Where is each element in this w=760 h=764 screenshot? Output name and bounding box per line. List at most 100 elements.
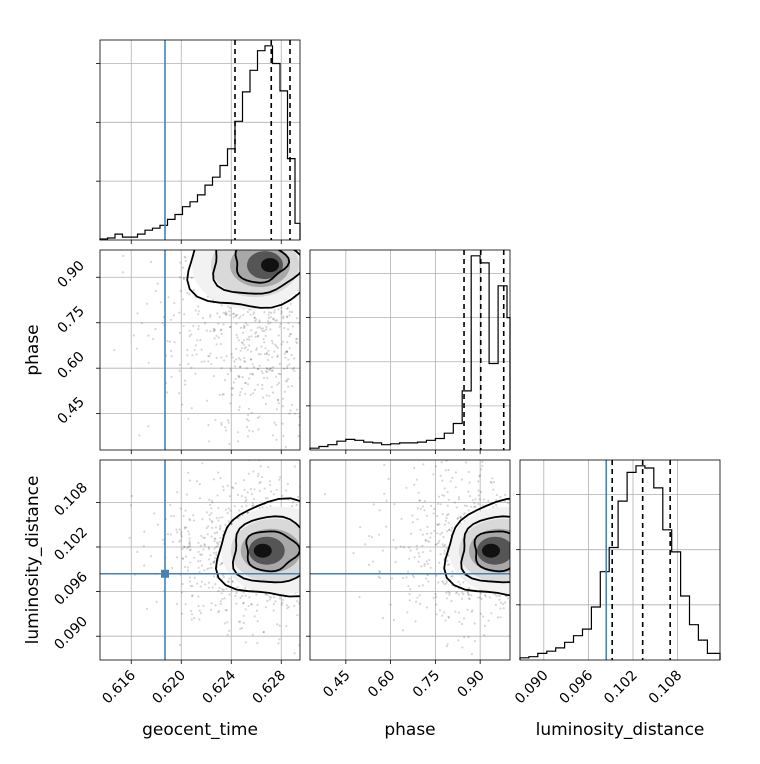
sample-point xyxy=(351,530,353,532)
y-tick-label: 0.090 xyxy=(51,614,91,654)
sample-point xyxy=(532,500,534,502)
sample-point xyxy=(455,506,458,509)
sample-point xyxy=(368,534,371,538)
sample-point xyxy=(426,562,429,565)
sample-point xyxy=(576,580,578,582)
sample-point xyxy=(520,566,522,568)
sample-point xyxy=(201,518,204,521)
sample-point xyxy=(317,498,319,500)
sample-point xyxy=(240,341,243,344)
contour-level xyxy=(443,497,510,597)
sample-point xyxy=(231,393,234,396)
sample-point xyxy=(592,529,594,531)
sample-point xyxy=(319,381,321,383)
sample-point xyxy=(451,476,454,479)
sample-point xyxy=(557,575,559,577)
sample-point xyxy=(253,615,256,618)
sample-point xyxy=(302,252,304,254)
sample-point xyxy=(454,471,457,474)
sample-point xyxy=(284,243,286,245)
sample-point xyxy=(277,308,280,311)
sample-point xyxy=(360,301,362,303)
sample-point xyxy=(340,542,342,544)
sample-point xyxy=(532,479,534,481)
sample-point xyxy=(408,599,411,602)
sample-point xyxy=(479,596,482,599)
sample-point xyxy=(197,604,200,608)
sample-point xyxy=(197,313,200,316)
sample-point xyxy=(313,303,315,305)
sample-point xyxy=(582,563,584,565)
sample-point xyxy=(285,604,288,607)
sample-point xyxy=(320,378,322,380)
sample-point xyxy=(515,608,517,610)
sample-point xyxy=(299,685,301,687)
sample-point xyxy=(523,543,525,545)
sample-point xyxy=(354,567,356,569)
sample-point xyxy=(291,368,294,371)
sample-point xyxy=(304,304,306,306)
y-tick-label: 0.60 xyxy=(54,349,87,382)
sample-point xyxy=(461,451,463,453)
sample-point xyxy=(467,470,470,474)
sample-point xyxy=(573,495,575,497)
sample-point xyxy=(410,532,413,535)
sample-point xyxy=(269,505,272,508)
sample-point xyxy=(360,513,362,515)
sample-point xyxy=(477,502,480,506)
sample-point xyxy=(525,539,527,541)
sample-point xyxy=(591,528,593,530)
sample-point xyxy=(130,494,133,498)
sample-point xyxy=(562,546,564,548)
sample-point xyxy=(316,523,318,525)
sample-point xyxy=(222,235,224,237)
sample-point xyxy=(463,636,466,639)
sample-point xyxy=(199,553,202,556)
sample-point xyxy=(514,533,516,535)
sample-point xyxy=(286,483,289,486)
sample-point xyxy=(522,571,524,573)
sample-point xyxy=(251,430,254,433)
sample-point xyxy=(441,580,444,583)
sample-point xyxy=(342,447,344,449)
sample-point xyxy=(236,493,239,496)
sample-point xyxy=(149,260,153,263)
sample-point xyxy=(213,540,216,543)
sample-point xyxy=(302,284,304,286)
sample-point xyxy=(231,486,234,489)
sample-point xyxy=(413,576,416,579)
sample-point xyxy=(256,620,259,623)
sample-point xyxy=(201,462,204,465)
sample-point xyxy=(171,540,175,543)
sample-point xyxy=(178,363,181,366)
sample-point xyxy=(217,519,220,522)
sample-point xyxy=(433,507,436,511)
sample-point xyxy=(256,383,259,386)
sample-point xyxy=(249,234,251,236)
sample-point xyxy=(197,310,200,313)
sample-point xyxy=(188,329,191,332)
sample-point xyxy=(275,423,278,426)
sample-point xyxy=(514,569,516,571)
sample-point xyxy=(183,527,186,530)
sample-point xyxy=(402,576,405,580)
sample-point xyxy=(288,412,291,415)
sample-point xyxy=(249,393,252,396)
sample-point xyxy=(525,530,527,532)
sample-point xyxy=(289,332,292,336)
sample-point xyxy=(162,538,165,542)
sample-point xyxy=(377,575,380,579)
sample-point xyxy=(217,590,220,593)
sample-point xyxy=(321,575,323,577)
sample-point xyxy=(265,212,267,214)
sample-point xyxy=(367,548,369,550)
sample-point xyxy=(239,358,242,361)
sample-point xyxy=(208,567,211,570)
sample-point xyxy=(330,341,332,343)
sample-point xyxy=(276,355,279,358)
sample-point xyxy=(248,238,250,240)
sample-point xyxy=(569,587,571,589)
sample-point xyxy=(147,334,150,337)
sample-point xyxy=(539,559,541,561)
sample-point xyxy=(545,562,547,564)
